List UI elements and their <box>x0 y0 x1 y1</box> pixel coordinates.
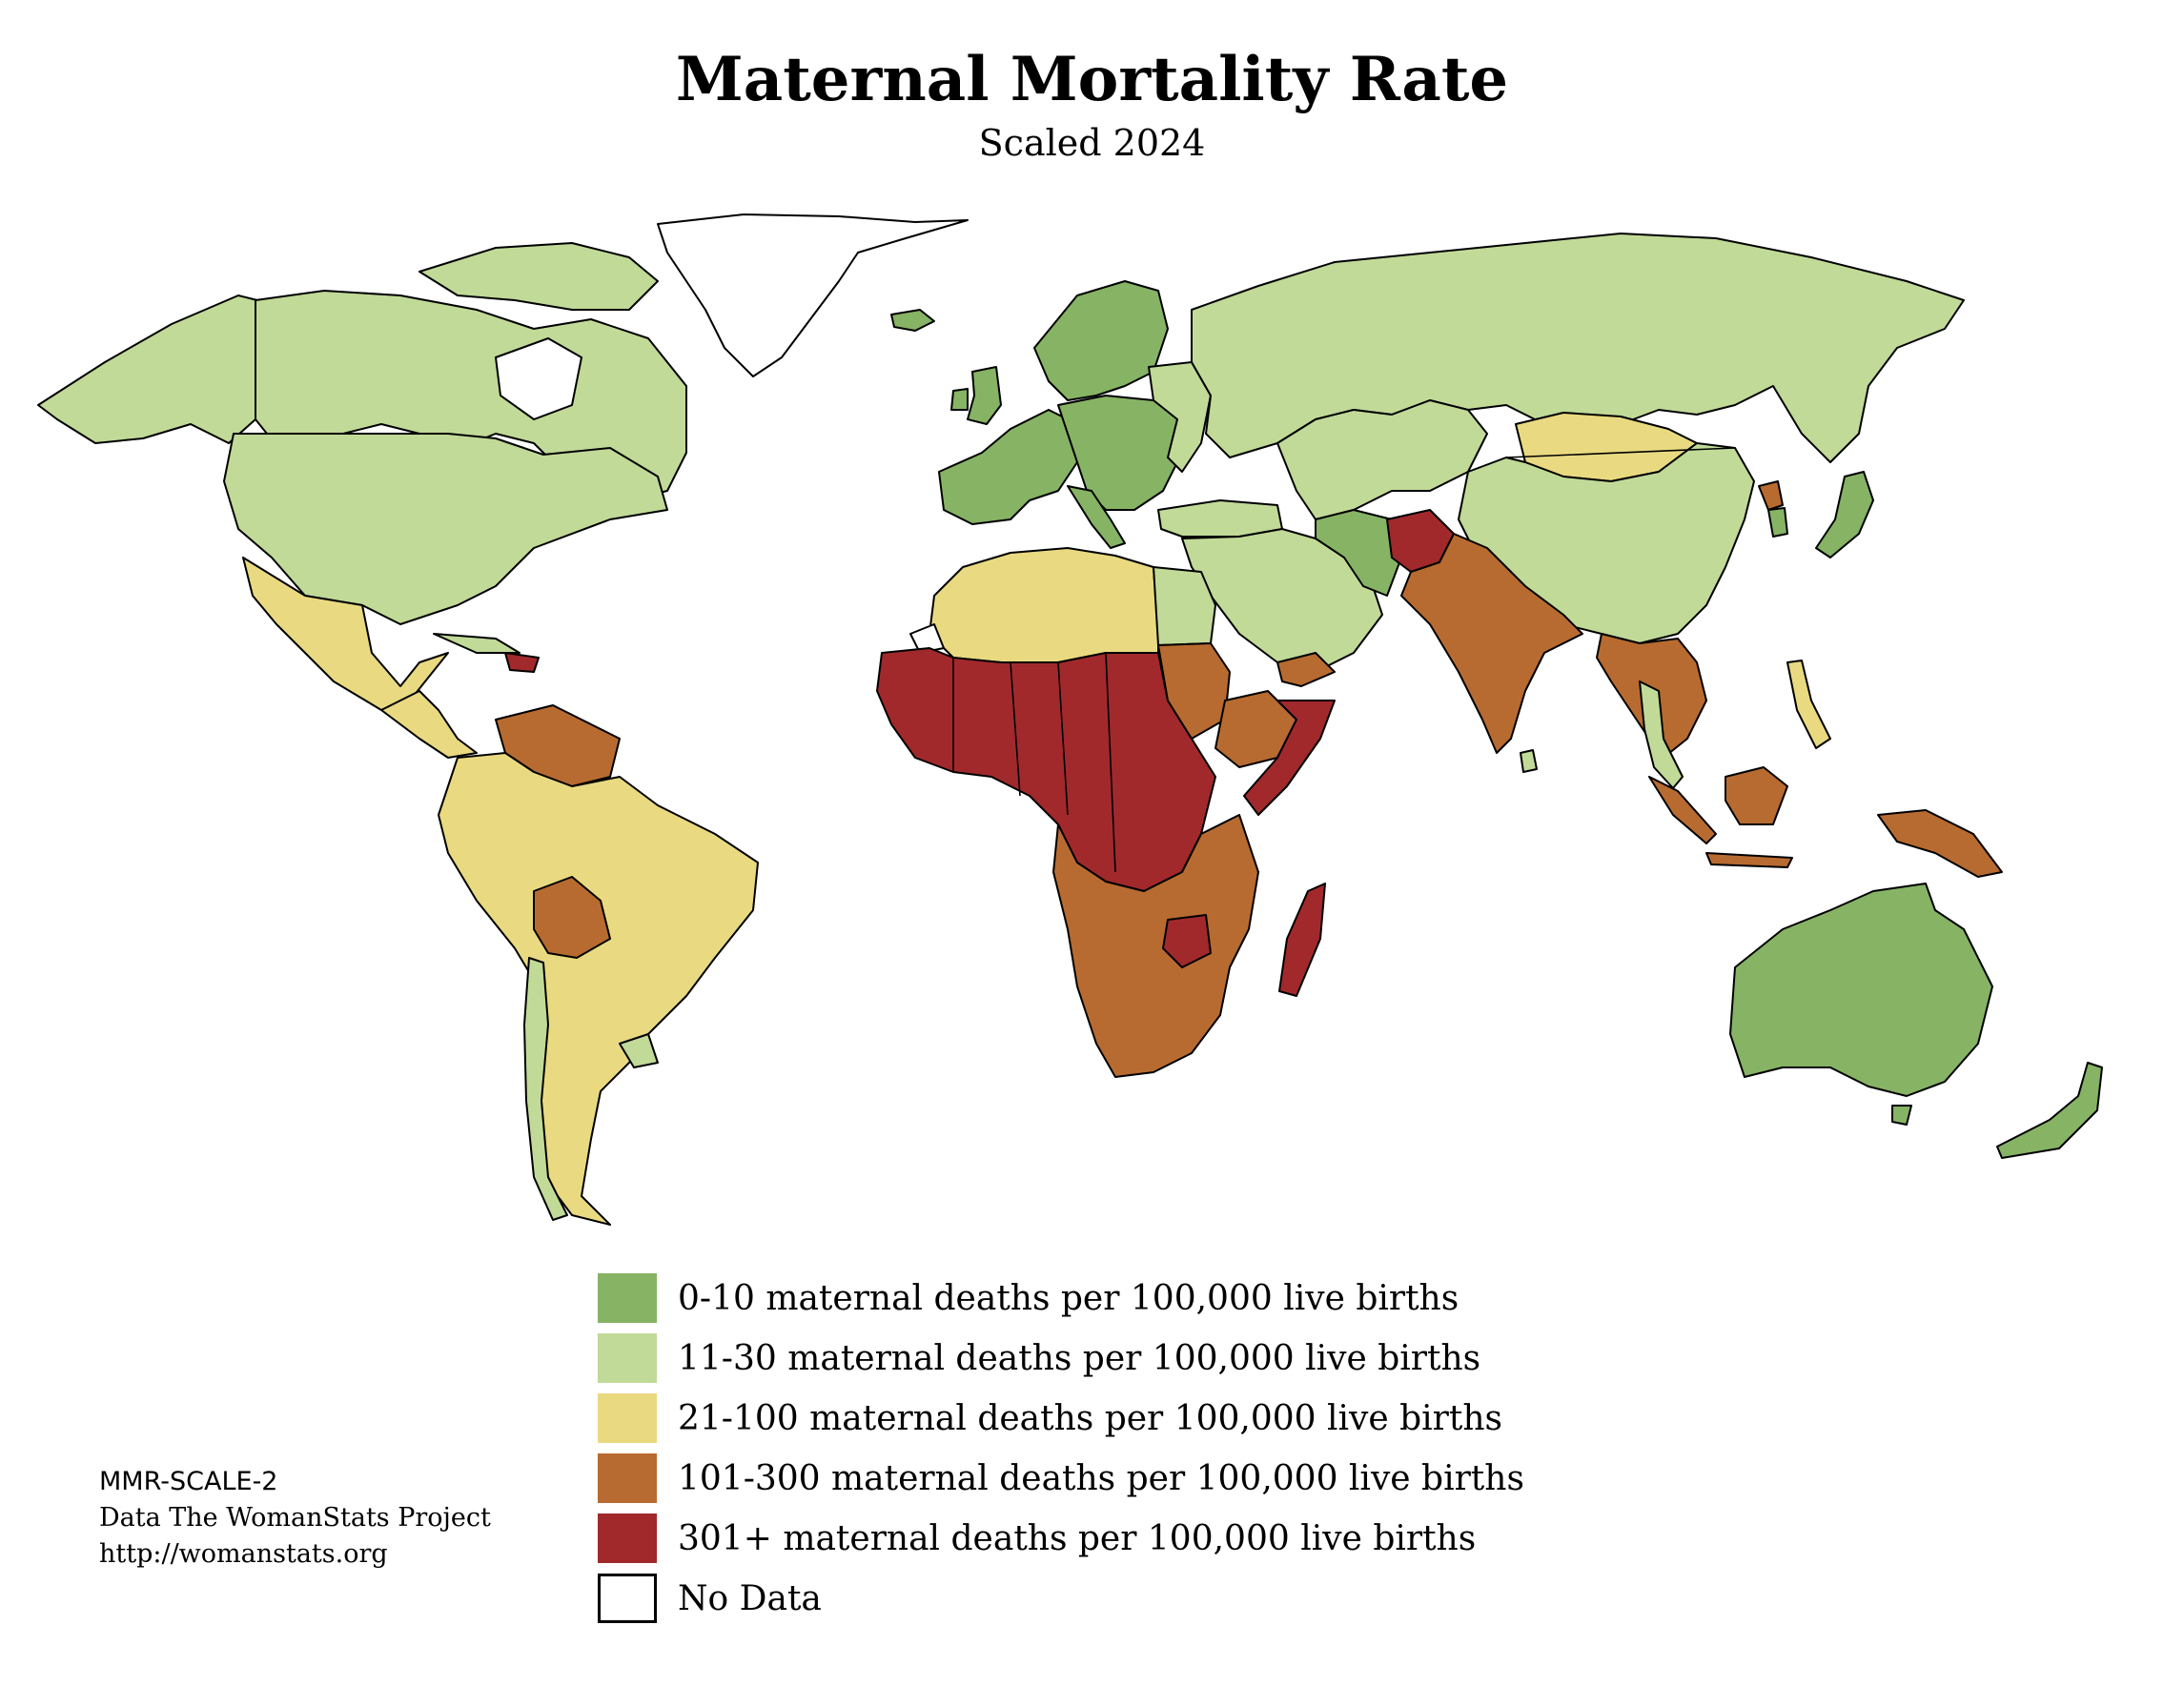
legend-item: 11-30 maternal deaths per 100,000 live b… <box>598 1333 1742 1393</box>
legend-item: No Data <box>598 1574 1742 1634</box>
legend-swatch-21-100 <box>598 1393 657 1443</box>
region-sri-lanka <box>1520 749 1538 773</box>
region-somalia <box>1243 700 1336 816</box>
region-south-asia <box>1400 533 1583 754</box>
region-east-southern-africa <box>1052 814 1259 1078</box>
region-turkey <box>1157 499 1283 538</box>
region-zimbabwe <box>1162 914 1212 968</box>
legend-label: No Data <box>678 1579 822 1618</box>
region-south-america <box>438 752 759 1226</box>
region-iran <box>1315 509 1402 597</box>
region-middle-east <box>1181 528 1383 673</box>
region-central-europe <box>1057 395 1183 511</box>
legend-label: 101-300 maternal deaths per 100,000 live… <box>678 1459 1524 1498</box>
region-papua <box>1877 809 2003 878</box>
region-egypt <box>1153 566 1216 646</box>
legend-label: 11-30 maternal deaths per 100,000 live b… <box>678 1339 1481 1378</box>
region-iceland <box>890 309 935 332</box>
region-north-korea <box>1758 480 1784 511</box>
region-japan <box>1815 471 1874 559</box>
legend-item: 0-10 maternal deaths per 100,000 live bi… <box>598 1273 1742 1333</box>
region-uk <box>967 366 1002 425</box>
region-arctic-islands <box>418 242 659 311</box>
legend-item: 301+ maternal deaths per 100,000 live bi… <box>598 1513 1742 1574</box>
legend-label: 21-100 maternal deaths per 100,000 live … <box>678 1399 1503 1438</box>
world-map <box>0 205 2184 1244</box>
region-thailand-malaysia <box>1639 680 1684 789</box>
region-tasmania <box>1891 1105 1912 1126</box>
legend-label: 0-10 maternal deaths per 100,000 live bi… <box>678 1279 1459 1318</box>
region-yemen <box>1276 652 1336 687</box>
region-scandinavia <box>1033 280 1169 401</box>
map-code: MMR-SCALE-2 <box>99 1467 278 1496</box>
region-greenland <box>657 213 969 377</box>
map-credits: MMR-SCALE-2 Data The WomanStats Project … <box>99 1464 595 1573</box>
region-alaska <box>37 295 258 444</box>
border-sahel <box>952 652 1116 873</box>
region-cuba <box>433 633 520 654</box>
legend-item: 21-100 maternal deaths per 100,000 live … <box>598 1393 1742 1453</box>
region-south-korea <box>1767 507 1788 538</box>
region-italy <box>1067 485 1126 549</box>
border-china-russia <box>1505 447 1736 458</box>
legend-swatch-0-10 <box>598 1273 657 1323</box>
legend-swatch-301-plus <box>598 1513 657 1563</box>
region-mexico <box>242 557 449 711</box>
source-url[interactable]: http://womanstats.org <box>99 1539 388 1569</box>
region-sumatra <box>1648 776 1717 844</box>
data-source: Data The WomanStats Project <box>99 1503 491 1533</box>
legend-swatch-no-data <box>598 1574 657 1623</box>
map-subtitle: Scaled 2024 <box>978 122 1206 164</box>
legend-item: 101-300 maternal deaths per 100,000 live… <box>598 1453 1742 1513</box>
region-central-america <box>380 690 478 759</box>
region-north-africa <box>929 547 1159 663</box>
region-uruguay <box>619 1033 659 1068</box>
legend-label: 301+ maternal deaths per 100,000 live bi… <box>678 1519 1477 1558</box>
region-western-europe <box>938 409 1078 525</box>
region-madagascar <box>1278 883 1326 997</box>
region-chile <box>523 957 568 1221</box>
region-hispaniola <box>504 652 540 673</box>
region-western-sahara <box>909 623 945 654</box>
region-bolivia <box>533 876 611 959</box>
region-hudson-bay <box>494 336 583 421</box>
region-borneo <box>1725 766 1788 825</box>
region-australia <box>1729 883 1993 1097</box>
legend-swatch-101-300 <box>598 1453 657 1503</box>
region-new-zealand <box>1996 1062 2103 1159</box>
region-usa <box>223 433 668 625</box>
region-philippines <box>1786 660 1831 749</box>
region-ireland <box>950 388 969 411</box>
map-legend: 0-10 maternal deaths per 100,000 live bi… <box>598 1273 1742 1634</box>
map-title: Maternal Mortality Rate <box>675 44 1509 115</box>
legend-swatch-11-30 <box>598 1333 657 1383</box>
region-java <box>1705 852 1793 868</box>
